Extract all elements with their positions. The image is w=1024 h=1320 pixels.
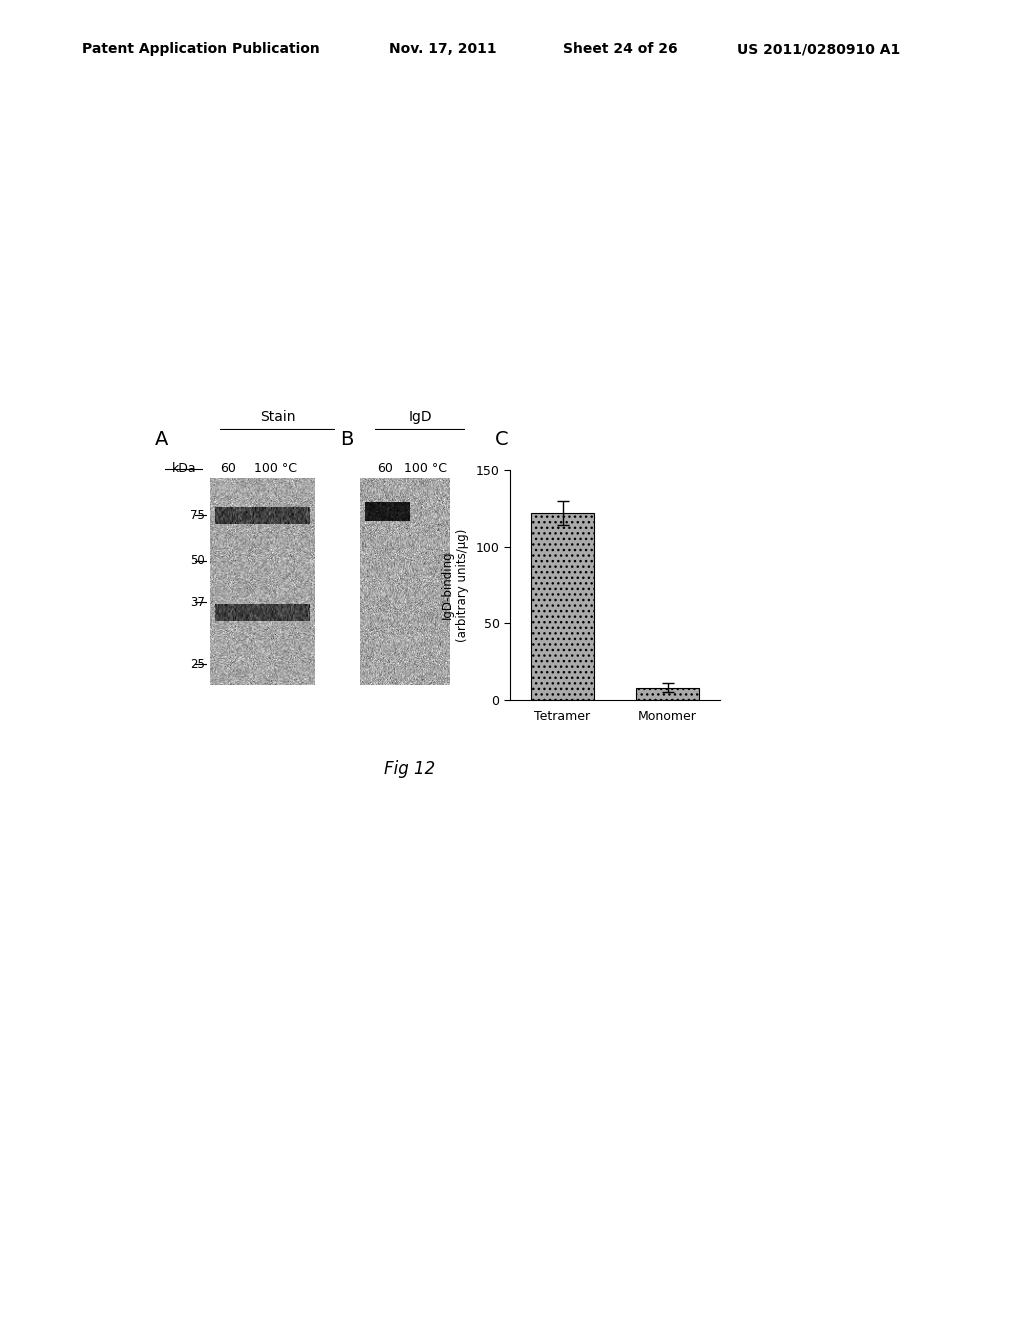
Y-axis label: IgD-binding
(arbitrary units/μg): IgD-binding (arbitrary units/μg) (440, 528, 469, 642)
Text: C: C (495, 430, 509, 449)
Bar (531, 513, 594, 700)
Text: Stain: Stain (260, 411, 295, 425)
Text: B: B (340, 430, 353, 449)
Text: Sheet 24 of 26: Sheet 24 of 26 (563, 42, 678, 57)
Text: 25: 25 (190, 657, 205, 671)
Bar (636, 688, 699, 700)
Text: 50: 50 (190, 554, 205, 568)
Text: 60: 60 (220, 462, 236, 475)
Text: Patent Application Publication: Patent Application Publication (82, 42, 319, 57)
Text: kDa: kDa (172, 462, 197, 475)
Text: 100 °C: 100 °C (403, 462, 446, 475)
Text: Nov. 17, 2011: Nov. 17, 2011 (389, 42, 497, 57)
Text: A: A (155, 430, 168, 449)
Text: 75: 75 (190, 508, 205, 521)
Text: US 2011/0280910 A1: US 2011/0280910 A1 (737, 42, 900, 57)
Text: 100 °C: 100 °C (254, 462, 297, 475)
Text: Fig 12: Fig 12 (384, 760, 435, 777)
Text: 37: 37 (190, 595, 205, 609)
Text: IgD: IgD (409, 411, 432, 425)
Text: 60: 60 (377, 462, 393, 475)
